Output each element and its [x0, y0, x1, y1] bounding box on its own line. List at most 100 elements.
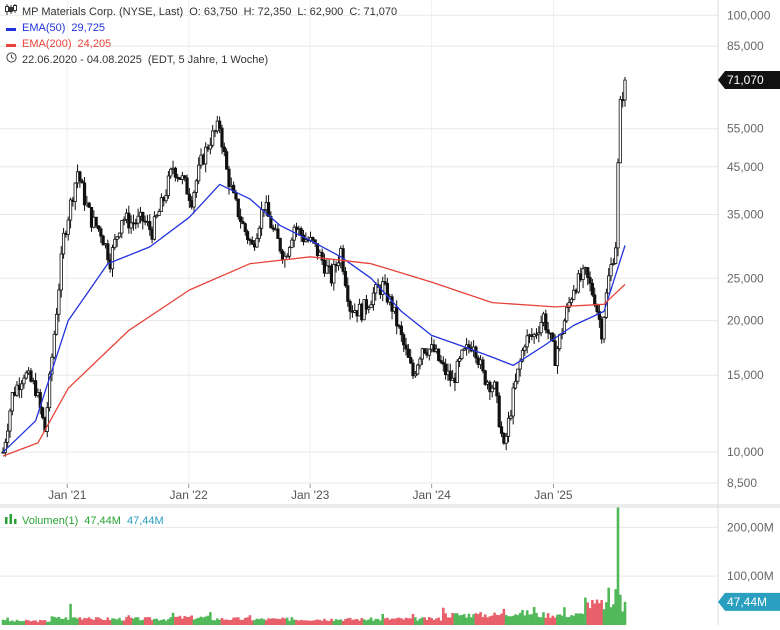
candle-body: [208, 144, 212, 150]
candle-body: [364, 299, 369, 310]
volume-bar: [106, 617, 110, 625]
candle-body: [525, 335, 529, 348]
candle-body: [3, 441, 7, 453]
candle-body: [581, 268, 585, 280]
candle-body: [569, 298, 574, 304]
volume-bar: [553, 617, 557, 625]
y-tick-label: 45,000: [727, 160, 764, 174]
candle-body: [385, 283, 389, 303]
volume-bar: [346, 618, 350, 625]
volume-bar: [66, 619, 70, 625]
candle-body: [213, 130, 217, 133]
candle-body: [106, 243, 110, 261]
candle-body: [220, 127, 224, 148]
candle-body: [576, 273, 581, 293]
volume-bar: [428, 617, 431, 625]
candle-body: [222, 146, 226, 153]
volume-bar: [20, 621, 23, 625]
candle-body: [467, 344, 471, 349]
volume-bar: [330, 618, 333, 625]
volume-bar: [38, 619, 42, 625]
volume-bar: [383, 618, 387, 625]
candle-body: [129, 222, 133, 229]
volume-bar: [253, 619, 256, 625]
candle-body: [115, 236, 119, 240]
candle-body: [346, 285, 350, 302]
candle-body: [462, 348, 466, 351]
candle-body: [192, 192, 196, 208]
volume-bar: [372, 620, 375, 625]
candle-body: [218, 120, 222, 129]
volume-bar: [607, 587, 610, 625]
candle-body: [22, 377, 26, 385]
volume-bar: [318, 619, 322, 625]
y-tick-label: 10,000: [727, 445, 764, 459]
volume-bar: [379, 620, 382, 625]
candle-body: [197, 164, 201, 182]
volume-bar: [31, 620, 35, 625]
candle-body: [374, 284, 378, 294]
volume-bar: [6, 617, 9, 625]
volume-bar: [167, 619, 170, 625]
volume-bar: [213, 620, 217, 625]
candle-body: [597, 311, 601, 320]
candle-body: [390, 296, 394, 312]
volume-bar: [271, 618, 275, 625]
volume-legend[interactable]: Volumen(1) 47,44M 47,44M: [4, 513, 164, 529]
candle-body: [294, 226, 299, 230]
candle-body: [80, 180, 84, 184]
candle-body: [120, 220, 124, 234]
ema50-legend[interactable]: EMA(50) 29,725: [4, 20, 397, 36]
volume-bar: [602, 609, 606, 625]
volume-bar: [418, 618, 422, 625]
volume-bar: [565, 617, 569, 625]
volume-bar: [255, 618, 259, 625]
candle-body: [523, 346, 527, 351]
volume-bar: [479, 612, 482, 625]
volume-bar: [197, 617, 200, 625]
candle-body: [10, 392, 14, 412]
volume-bar: [416, 620, 419, 625]
volume-bar: [388, 619, 392, 625]
candle-body: [66, 219, 70, 236]
volume-bar: [73, 617, 77, 625]
candle-body: [513, 380, 518, 389]
candle-body: [290, 239, 294, 248]
volume-bar: [560, 615, 564, 625]
volume-bar: [59, 618, 63, 625]
candle-body: [122, 219, 126, 222]
volume-bar: [332, 620, 336, 625]
candle-body: [234, 192, 238, 200]
volume-bar: [188, 616, 191, 625]
candle-body: [495, 381, 499, 397]
ema200-legend[interactable]: EMA(200) 24,205: [4, 36, 397, 52]
volume-bar: [36, 622, 40, 625]
volume-bar: [474, 613, 478, 625]
candle-body: [311, 237, 315, 241]
candle-body: [47, 373, 52, 409]
volume-bar: [609, 607, 613, 625]
candle-body: [618, 99, 622, 164]
volume-bar: [483, 614, 487, 625]
volume-y-tick-label: 200,00M: [727, 520, 774, 534]
volume-bar: [92, 620, 96, 625]
candle-body: [406, 348, 410, 358]
volume-bar: [425, 619, 429, 625]
volume-bar: [76, 618, 79, 625]
volume-bar: [216, 618, 219, 625]
grid-lines: [0, 0, 718, 577]
candle-body: [287, 246, 292, 257]
volume-bar: [71, 617, 75, 625]
volume-bar: [204, 616, 207, 625]
volume-bar: [299, 619, 303, 625]
candle-body: [504, 435, 508, 444]
candle-body: [173, 167, 177, 178]
volume-bar: [579, 613, 583, 625]
ohlc-values: O: 63,750 H: 72,350 L: 62,900 C: 71,070: [189, 6, 398, 18]
volume-bar: [432, 619, 436, 625]
range-info: (EDT, 5 Jahre, 1 Woche): [147, 54, 269, 66]
volume-bar: [304, 620, 308, 625]
volume-bar: [334, 619, 338, 625]
x-tick-label: Jan '21: [48, 488, 87, 502]
